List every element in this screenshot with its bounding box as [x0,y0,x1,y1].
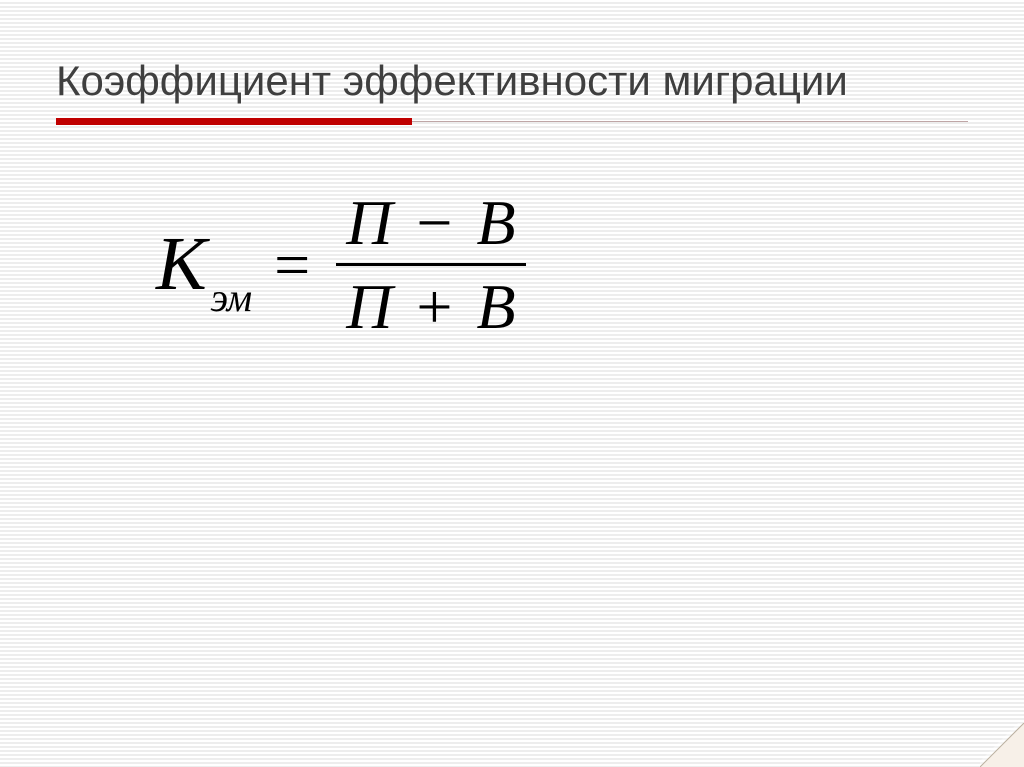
title-rule-thin [412,121,968,122]
numerator-operator: − [416,187,452,258]
page-title: Коэффициент эффективности миграции [56,56,968,106]
formula-equals: = [274,228,310,302]
denominator-right: В [477,271,516,342]
formula-lhs: К эм [156,221,252,308]
formula-numerator: П − В [336,186,525,260]
numerator-right: В [477,187,516,258]
title-rule-thick [56,118,412,125]
formula: К эм = П − В П + В [156,186,968,344]
numerator-left: П [346,187,392,258]
title-rule [56,118,968,126]
denominator-operator: + [416,271,452,342]
formula-lhs-main: К [156,221,206,308]
denominator-left: П [346,271,392,342]
formula-denominator: П + В [336,270,525,344]
fraction-bar [336,263,525,266]
formula-lhs-subscript: эм [210,274,252,321]
formula-fraction: П − В П + В [336,186,525,344]
slide: Коэффициент эффективности миграции К эм … [0,0,1024,767]
